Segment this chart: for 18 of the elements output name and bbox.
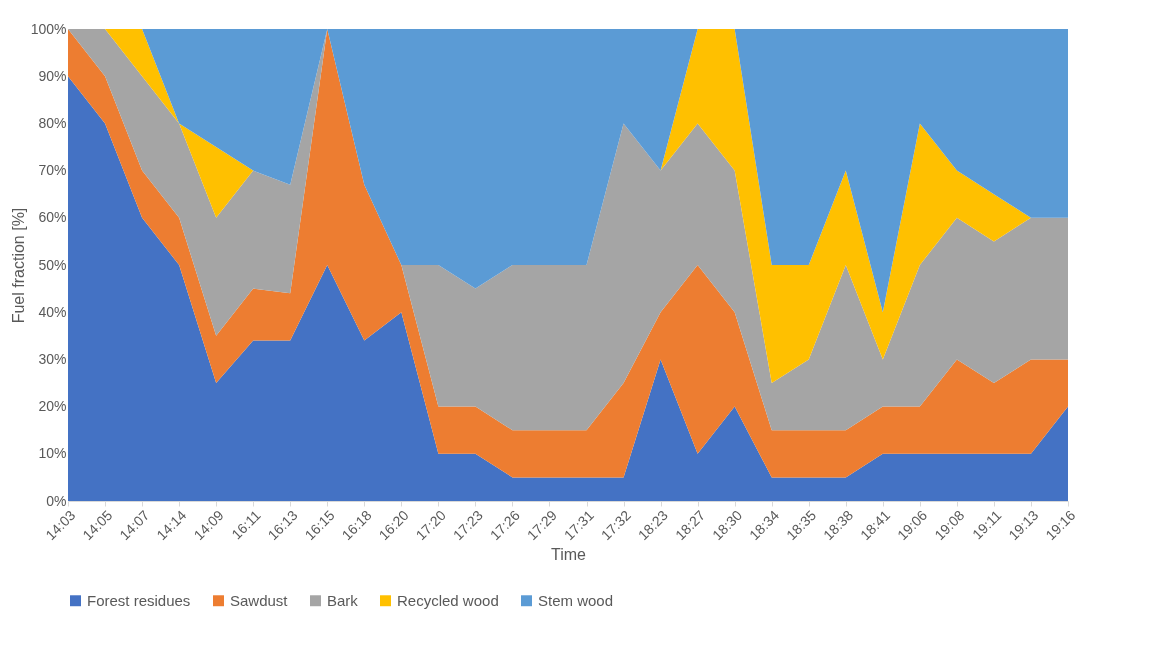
y-tick-label: 100% <box>30 20 67 37</box>
legend-label: Forest residues <box>87 591 191 609</box>
legend-label: Sawdust <box>230 591 289 609</box>
y-tick-label: 60% <box>38 209 67 226</box>
y-tick-label: 30% <box>38 350 67 367</box>
y-tick-label: 40% <box>38 303 67 320</box>
y-tick-label: 10% <box>38 445 67 462</box>
legend-label: Stem wood <box>538 591 614 609</box>
y-axis-title: Fuel fraction [%] <box>9 207 27 324</box>
legend-label: Bark <box>327 591 359 609</box>
y-tick-label: 50% <box>38 256 67 273</box>
y-tick-label: 0% <box>46 492 67 509</box>
y-tick-label: 90% <box>38 67 67 84</box>
legend-label: Recycled wood <box>397 591 499 609</box>
y-tick-label: 70% <box>38 162 67 179</box>
y-tick-label: 80% <box>38 114 67 131</box>
y-tick-label: 20% <box>38 398 67 415</box>
x-axis-title: Time <box>551 546 587 564</box>
